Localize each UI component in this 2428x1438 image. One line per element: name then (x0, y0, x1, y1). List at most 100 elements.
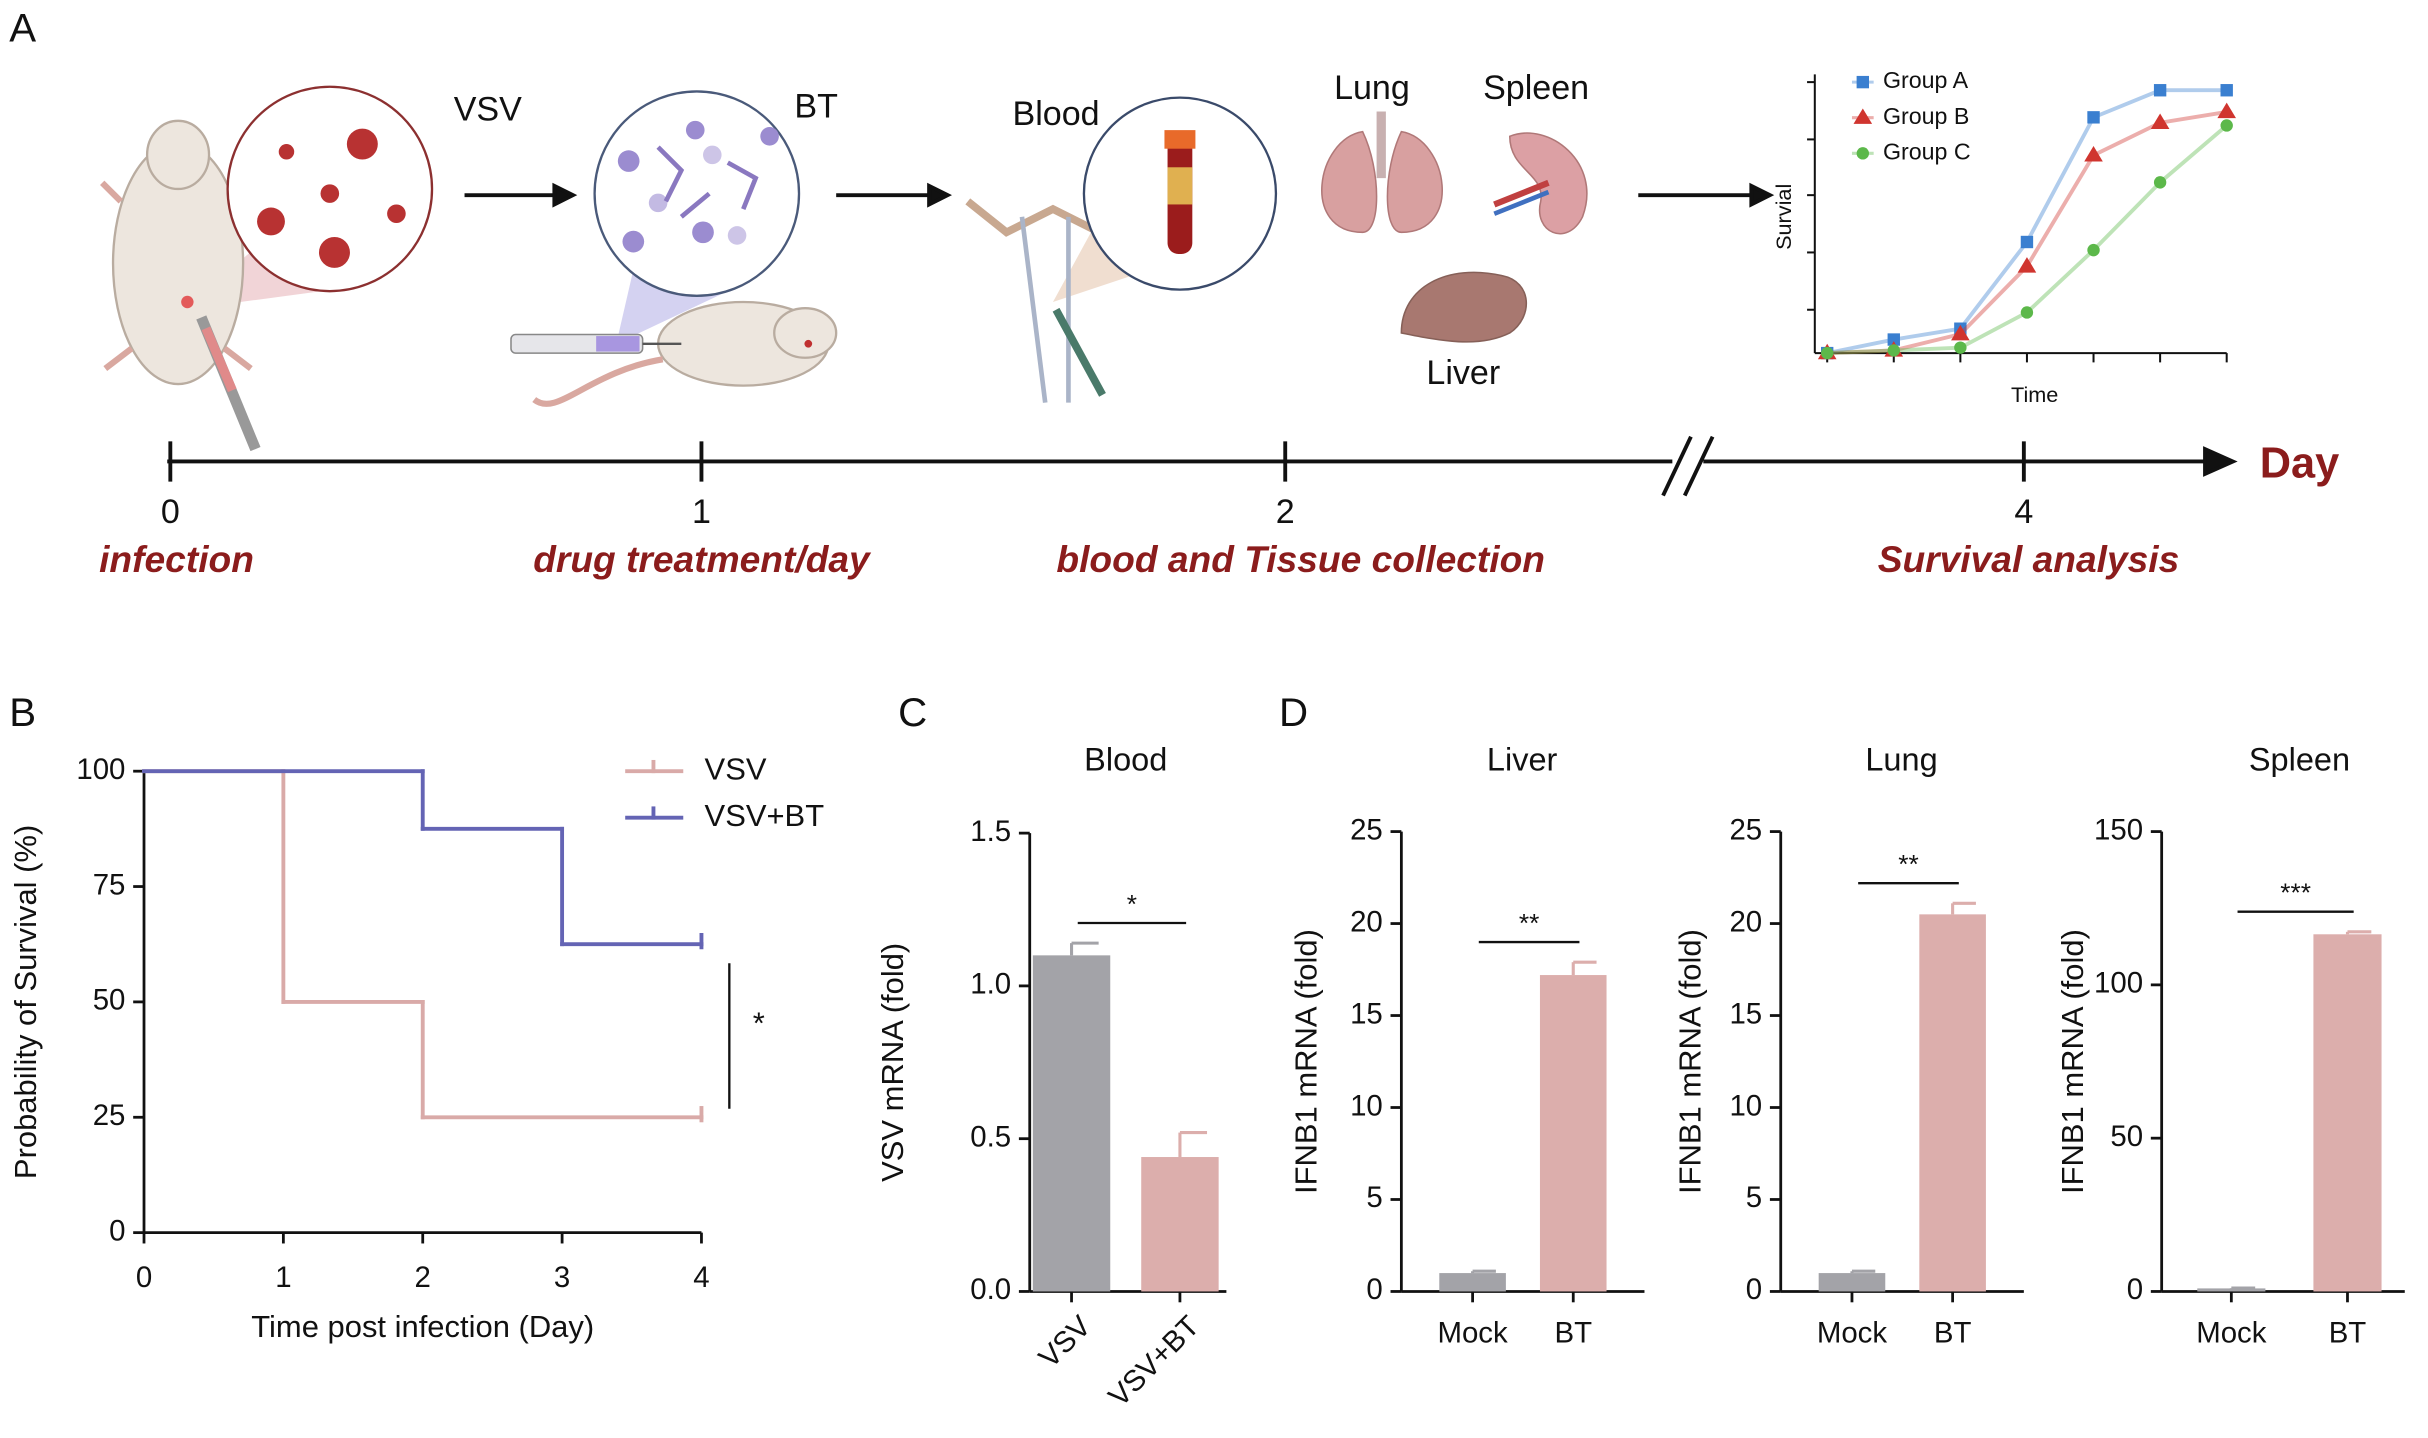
x-axis-label: Time post infection (Day) (251, 1309, 594, 1344)
y-tick-label: 15 (1729, 997, 1762, 1030)
x-tick-label: BT (1554, 1317, 1592, 1350)
significance-label: ** (1898, 849, 1918, 879)
timeline-tick-label: 4 (2014, 493, 2033, 531)
y-tick-label: 25 (93, 1099, 126, 1132)
marker (1856, 75, 1870, 89)
y-tick-label: 20 (1729, 905, 1762, 938)
illustration (100, 85, 1775, 452)
marker (2020, 306, 2034, 319)
timeline-event: infection (99, 538, 254, 580)
chart-title: Spleen (2249, 741, 2350, 777)
timeline-event: blood and Tissue collection (1056, 538, 1545, 580)
x-axis-label: Time (2011, 382, 2058, 407)
x-tick-label: BT (1934, 1317, 1972, 1350)
legend-label: VSV+BT (705, 798, 825, 833)
marker (1887, 333, 1900, 346)
schematic-label: Spleen (1483, 69, 1589, 107)
y-tick-label: 25 (1729, 813, 1762, 846)
significance-label: *** (2280, 878, 2311, 908)
legend-label: Group A (1883, 67, 1969, 93)
x-tick-label: 1 (275, 1261, 291, 1294)
y-axis-label: IFNB1 mRNA (fold) (1289, 929, 1324, 1194)
timeline-unit: Day (2260, 440, 2340, 488)
y-tick-label: 0 (1366, 1273, 1382, 1306)
y-tick-label: 50 (2110, 1120, 2143, 1153)
x-tick-label: VSV+BT (1102, 1310, 1206, 1414)
marker (2087, 243, 2100, 257)
y-tick-label: 5 (1366, 1181, 1382, 1214)
y-axis-label: VSV mRNA (fold) (875, 943, 910, 1182)
marker (1853, 108, 1873, 124)
y-axis-label: IFNB1 mRNA (fold) (1673, 929, 1708, 1194)
y-tick-label: 1.5 (970, 815, 1011, 848)
y-tick-label: 100 (76, 753, 125, 786)
timeline-tick-label: 2 (1276, 493, 1295, 531)
bar (1919, 914, 1986, 1292)
marker (2220, 119, 2233, 132)
y-axis-label: Survial (1771, 184, 1796, 250)
bar (1141, 1157, 1219, 1292)
marker (2153, 84, 2167, 97)
marker (2153, 176, 2167, 189)
y-tick-label: 50 (93, 984, 126, 1017)
marker (1951, 324, 1970, 341)
panel-label: C (898, 690, 927, 735)
y-tick-label: 10 (1350, 1089, 1383, 1122)
y-tick-label: 100 (2094, 967, 2143, 1000)
legend-label: Group B (1883, 103, 1969, 129)
timeline-tick-label: 0 (161, 493, 180, 531)
legend-label: VSV (705, 751, 767, 786)
marker (1821, 346, 1834, 360)
chart-title: Blood (1084, 741, 1167, 777)
y-tick-label: 1.0 (970, 968, 1011, 1001)
chart-title: Liver (1487, 741, 1558, 777)
panel-label: D (1279, 690, 1308, 735)
y-tick-label: 0 (109, 1214, 125, 1247)
timeline-tick-label: 1 (692, 493, 711, 531)
y-tick-label: 75 (93, 868, 126, 901)
panel-label: A (9, 6, 36, 51)
timeline-event: drug treatment/day (533, 538, 872, 580)
y-tick-label: 0.5 (970, 1120, 1011, 1153)
schematic-label: Blood (1013, 95, 1100, 133)
marker (2017, 257, 2037, 273)
x-tick-label: Mock (2196, 1317, 2267, 1350)
significance-label: * (753, 1005, 765, 1040)
schematic-label: Lung (1334, 69, 1410, 107)
x-tick-label: Mock (1437, 1317, 1508, 1350)
y-tick-label: 10 (1729, 1089, 1762, 1122)
bar (1439, 1273, 1506, 1292)
marker (2020, 235, 2034, 249)
chart-title: Lung (1865, 741, 1937, 777)
y-axis-label: Probability of Survival (%) (8, 825, 43, 1179)
timeline-event: Survival analysis (1878, 538, 2180, 580)
marker (2220, 84, 2233, 97)
schematic-label: Liver (1426, 354, 1500, 392)
marker (1856, 147, 1870, 160)
significance-label: * (1127, 889, 1137, 919)
panel-label: B (9, 690, 36, 735)
y-tick-label: 5 (1746, 1181, 1762, 1214)
schematic-label: VSV (454, 91, 522, 129)
y-tick-label: 150 (2094, 813, 2143, 846)
y-tick-label: 0 (1746, 1273, 1762, 1306)
y-tick-label: 0.0 (970, 1273, 1011, 1306)
x-tick-label: BT (2329, 1317, 2367, 1350)
marker (2087, 111, 2100, 124)
bar (1539, 975, 1607, 1292)
marker (2084, 145, 2103, 162)
x-tick-label: 2 (415, 1261, 431, 1294)
timeline-axis (167, 435, 2238, 497)
x-tick-label: 4 (693, 1261, 709, 1294)
x-tick-label: VSV (1033, 1309, 1098, 1374)
marker (1887, 344, 1900, 357)
x-tick-label: 3 (554, 1261, 570, 1294)
bar (2313, 934, 2382, 1292)
x-tick-label: 0 (136, 1261, 152, 1294)
bar (2197, 1288, 2266, 1292)
marker (2150, 113, 2170, 129)
bar (1818, 1273, 1886, 1292)
marker (1954, 341, 1967, 354)
x-tick-label: Mock (1817, 1317, 1888, 1350)
